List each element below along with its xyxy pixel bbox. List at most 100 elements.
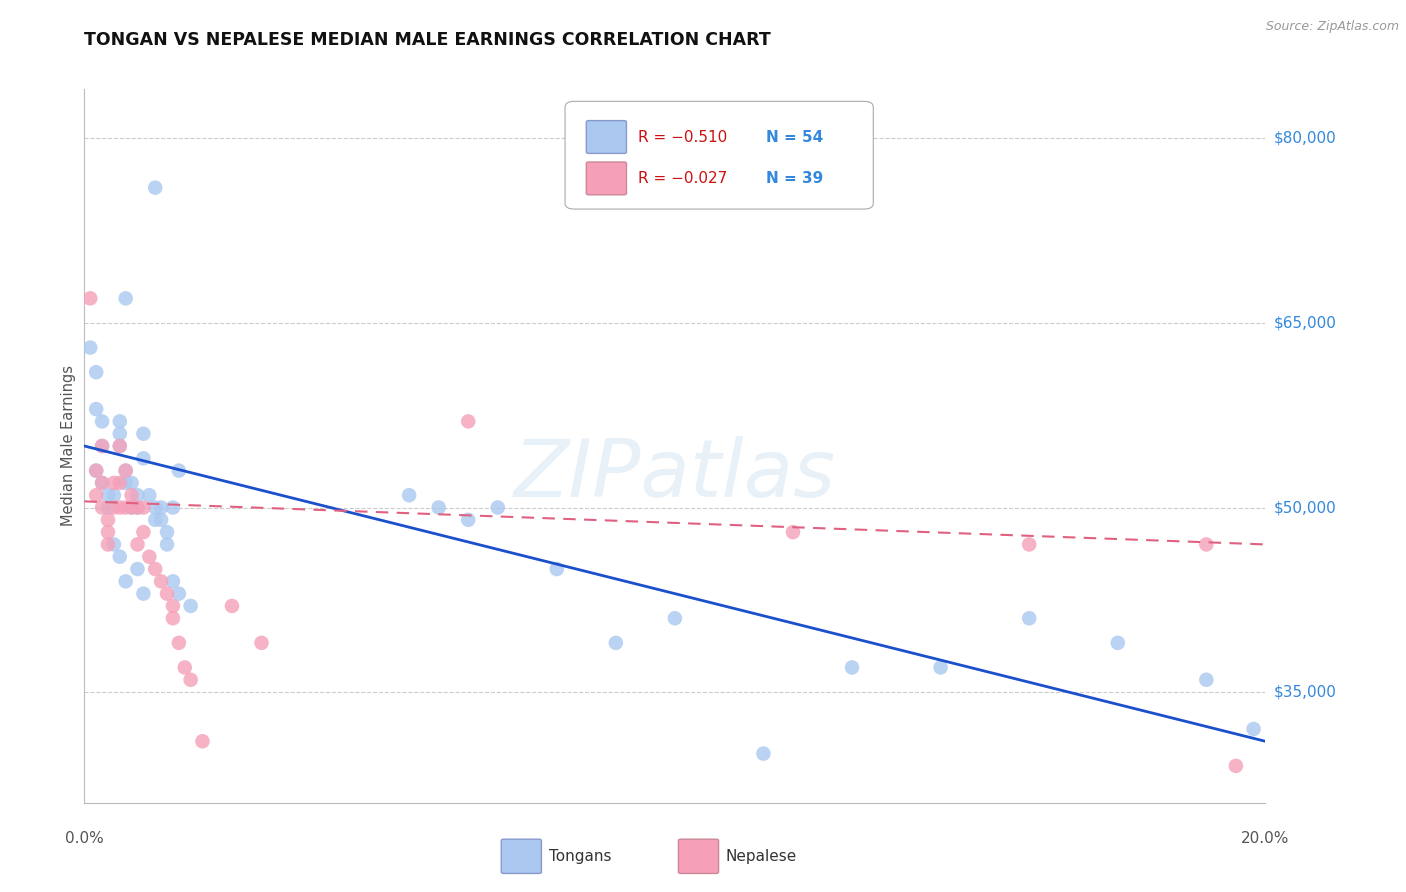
FancyBboxPatch shape — [586, 162, 627, 194]
Point — [121, 500, 143, 515]
Point — [156, 525, 179, 540]
Text: 0.0%: 0.0% — [65, 831, 104, 847]
Point — [143, 500, 166, 515]
Point — [97, 500, 120, 515]
Point — [84, 464, 107, 478]
Point — [97, 525, 120, 540]
Point — [121, 475, 143, 490]
Text: N = 39: N = 39 — [766, 171, 823, 186]
Text: Nepalese: Nepalese — [725, 849, 797, 863]
Point — [221, 599, 243, 613]
Point — [127, 562, 149, 576]
Point — [1018, 611, 1040, 625]
Point — [91, 500, 114, 515]
Point — [1225, 759, 1247, 773]
Point — [114, 464, 136, 478]
Point — [752, 747, 775, 761]
Text: R = −0.510: R = −0.510 — [638, 129, 727, 145]
Point — [841, 660, 863, 674]
FancyBboxPatch shape — [502, 839, 541, 873]
Point — [121, 488, 143, 502]
Point — [546, 562, 568, 576]
Point — [664, 611, 686, 625]
Point — [162, 599, 184, 613]
Point — [605, 636, 627, 650]
Point — [121, 500, 143, 515]
Text: Source: ZipAtlas.com: Source: ZipAtlas.com — [1265, 20, 1399, 33]
Point — [250, 636, 273, 650]
Point — [162, 574, 184, 589]
Point — [132, 426, 155, 441]
Point — [156, 537, 179, 551]
Point — [114, 291, 136, 305]
Point — [79, 341, 101, 355]
Point — [132, 451, 155, 466]
Point — [91, 414, 114, 428]
Point — [782, 525, 804, 540]
Point — [191, 734, 214, 748]
Point — [108, 414, 131, 428]
Text: R = −0.027: R = −0.027 — [638, 171, 727, 186]
Point — [114, 574, 136, 589]
Point — [132, 525, 155, 540]
Point — [114, 500, 136, 515]
Text: ZIPatlas: ZIPatlas — [513, 435, 837, 514]
Point — [127, 500, 149, 515]
Point — [173, 660, 195, 674]
Point — [180, 673, 202, 687]
Text: $35,000: $35,000 — [1274, 684, 1337, 699]
Point — [91, 439, 114, 453]
Point — [167, 464, 190, 478]
Point — [143, 180, 166, 194]
Point — [150, 500, 173, 515]
Text: $80,000: $80,000 — [1274, 131, 1337, 146]
Point — [156, 587, 179, 601]
Point — [97, 513, 120, 527]
Text: $65,000: $65,000 — [1274, 316, 1337, 330]
Point — [103, 488, 125, 502]
Point — [162, 611, 184, 625]
Point — [91, 439, 114, 453]
Point — [150, 574, 173, 589]
Point — [108, 500, 131, 515]
Point — [457, 513, 479, 527]
Point — [486, 500, 509, 515]
Text: TONGAN VS NEPALESE MEDIAN MALE EARNINGS CORRELATION CHART: TONGAN VS NEPALESE MEDIAN MALE EARNINGS … — [84, 31, 770, 49]
Point — [91, 475, 114, 490]
Point — [84, 365, 107, 379]
Text: 20.0%: 20.0% — [1241, 831, 1289, 847]
Point — [108, 439, 131, 453]
Point — [1018, 537, 1040, 551]
Point — [1107, 636, 1129, 650]
Point — [103, 537, 125, 551]
Point — [103, 500, 125, 515]
Point — [103, 475, 125, 490]
Point — [84, 402, 107, 417]
Point — [143, 562, 166, 576]
Point — [84, 464, 107, 478]
Point — [1195, 537, 1218, 551]
FancyBboxPatch shape — [565, 102, 873, 209]
Point — [108, 549, 131, 564]
Point — [143, 513, 166, 527]
Point — [929, 660, 952, 674]
Point — [180, 599, 202, 613]
Text: N = 54: N = 54 — [766, 129, 823, 145]
Point — [108, 426, 131, 441]
Point — [97, 488, 120, 502]
Point — [127, 488, 149, 502]
Point — [167, 587, 190, 601]
Point — [114, 475, 136, 490]
Point — [108, 475, 131, 490]
Point — [138, 488, 160, 502]
Point — [162, 500, 184, 515]
Point — [132, 500, 155, 515]
FancyBboxPatch shape — [586, 120, 627, 153]
Point — [108, 439, 131, 453]
FancyBboxPatch shape — [679, 839, 718, 873]
Point — [1243, 722, 1265, 736]
Point — [97, 537, 120, 551]
Point — [150, 513, 173, 527]
Point — [138, 549, 160, 564]
Point — [167, 636, 190, 650]
